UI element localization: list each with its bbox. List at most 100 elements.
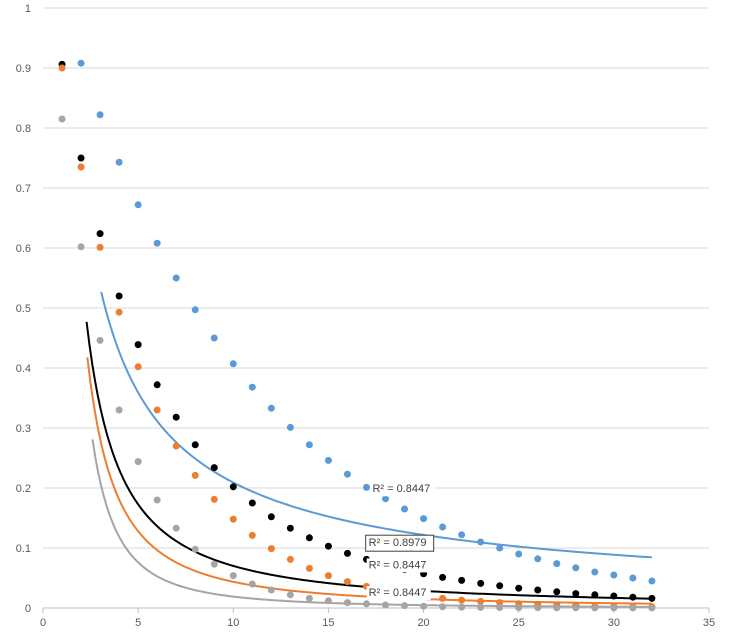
data-point	[248, 383, 256, 391]
data-point	[610, 592, 618, 600]
data-point	[96, 111, 104, 119]
data-point	[210, 495, 218, 503]
data-point	[305, 441, 313, 449]
data-point	[648, 594, 656, 602]
data-point	[496, 582, 504, 590]
y-tick-label: 0	[25, 603, 31, 615]
data-point	[610, 604, 618, 612]
data-point	[343, 578, 351, 586]
data-point	[286, 524, 294, 532]
x-tick-label: 35	[703, 617, 715, 629]
data-point	[96, 243, 104, 251]
data-point	[229, 360, 237, 368]
x-tick-label: 0	[40, 617, 46, 629]
data-point	[229, 572, 237, 580]
data-point	[172, 442, 180, 450]
x-tick-label: 15	[322, 617, 334, 629]
data-point	[572, 604, 580, 612]
data-point	[229, 515, 237, 523]
data-point	[305, 534, 313, 542]
data-point	[210, 464, 218, 472]
data-point	[458, 531, 466, 539]
data-point	[496, 544, 504, 552]
data-point	[115, 292, 123, 300]
data-point	[477, 538, 485, 546]
data-point	[191, 441, 199, 449]
data-point	[153, 496, 161, 504]
trendline-2	[85, 321, 652, 600]
x-tick-label: 10	[227, 617, 239, 629]
data-point	[267, 545, 275, 553]
data-point	[134, 458, 142, 466]
data-point	[191, 471, 199, 479]
data-point	[286, 555, 294, 563]
trendline-4	[91, 439, 652, 608]
data-point	[477, 603, 485, 611]
data-point	[324, 456, 332, 464]
data-point	[267, 513, 275, 521]
data-point	[458, 603, 466, 611]
data-point	[77, 163, 85, 171]
data-point	[77, 59, 85, 67]
data-point	[401, 602, 409, 610]
data-point	[648, 604, 656, 612]
data-point	[324, 542, 332, 550]
data-point	[439, 573, 447, 581]
data-point	[77, 243, 85, 251]
x-tick-label: 30	[608, 617, 620, 629]
data-point	[134, 341, 142, 349]
r2-label-bg	[370, 482, 435, 497]
y-tick-label: 0.8	[16, 123, 31, 135]
data-point	[439, 523, 447, 531]
y-tick-label: 0.1	[16, 543, 31, 555]
data-point	[77, 154, 85, 162]
data-point	[248, 580, 256, 588]
y-tick-label: 0.3	[16, 423, 31, 435]
r2-label: R² = 0.8447	[369, 559, 427, 571]
data-point	[610, 571, 618, 579]
data-point	[515, 584, 523, 592]
data-point	[591, 568, 599, 576]
y-tick-label: 1	[25, 3, 31, 15]
data-point	[458, 576, 466, 584]
data-point	[191, 545, 199, 553]
data-point	[401, 505, 409, 513]
data-point	[229, 483, 237, 491]
data-point	[210, 560, 218, 568]
data-point	[96, 230, 104, 238]
data-point	[153, 239, 161, 247]
r2-label: R² = 0.8979	[369, 537, 427, 549]
data-point	[210, 334, 218, 342]
trendline-1	[100, 291, 652, 559]
data-point	[362, 600, 370, 608]
data-point	[96, 336, 104, 344]
r2-label: R² = 0.8447	[372, 483, 430, 495]
data-point	[629, 604, 637, 612]
y-tick-label: 0.2	[16, 483, 31, 495]
data-point	[515, 550, 523, 558]
data-point	[267, 586, 275, 594]
data-point	[458, 596, 466, 604]
r2-label-bg	[366, 586, 431, 600]
data-point	[629, 574, 637, 582]
data-point	[496, 604, 504, 612]
data-point	[58, 64, 66, 72]
axes: 00.10.20.30.40.50.60.70.80.910 5 10 15 20 25 3…	[16, 3, 715, 629]
data-point	[477, 597, 485, 605]
data-point	[343, 599, 351, 607]
y-tick-label: 0.9	[16, 63, 31, 75]
data-point	[420, 515, 428, 523]
data-point	[496, 599, 504, 607]
data-point	[553, 604, 561, 612]
data-point	[343, 470, 351, 478]
data-point	[153, 406, 161, 414]
data-point	[362, 483, 370, 491]
data-point	[134, 201, 142, 209]
y-tick-label: 0.5	[16, 303, 31, 315]
data-point	[286, 591, 294, 599]
data-point	[248, 531, 256, 539]
gridlines	[43, 7, 709, 549]
data-point	[572, 564, 580, 572]
data-point	[324, 572, 332, 580]
